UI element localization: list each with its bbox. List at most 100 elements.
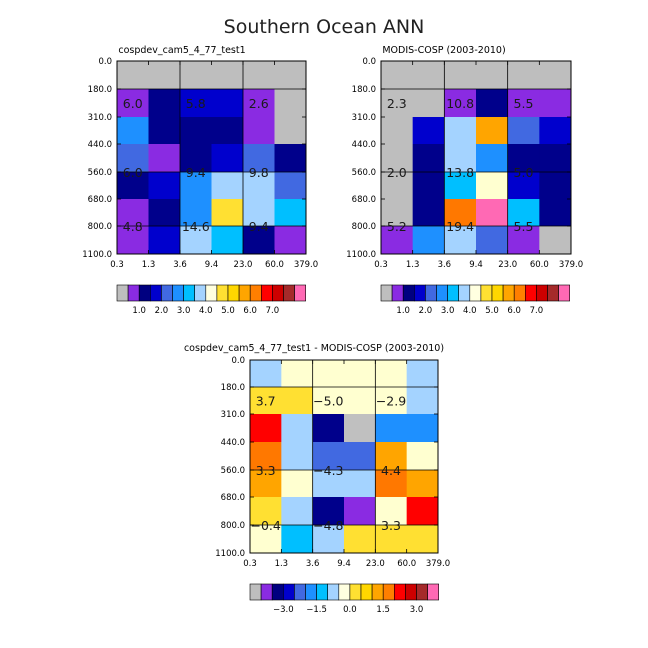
cb-abs-swatch	[172, 284, 184, 302]
obs-xtick-label: 379.0	[559, 260, 583, 270]
diff-ytick-label: 0.0	[231, 356, 245, 366]
model-cell-r1-c3	[211, 89, 244, 118]
model-cell-r0-c0	[117, 61, 149, 90]
cb-abs-swatch	[183, 284, 196, 302]
obs-cell-r4-c4	[507, 172, 540, 200]
diff-cell-r0-c4	[375, 360, 408, 388]
diff-cell-r3-c1	[281, 442, 314, 471]
cb-diff-label: −3.0	[273, 605, 294, 615]
obs-cell-r6-c4	[507, 226, 540, 255]
cb-abs-label: 5.0	[221, 306, 235, 316]
cb-abs-obs-swatch	[480, 284, 493, 302]
cb-abs-swatch	[294, 284, 307, 302]
diff-cell-r4-c3	[344, 470, 376, 498]
cb-abs-label: 7.0	[266, 306, 280, 316]
model-ytick-label: 0.0	[98, 57, 112, 67]
cb-diff-swatch	[371, 583, 384, 601]
cb-abs-swatch	[272, 284, 284, 302]
diff-value-label: 3.3	[381, 518, 401, 533]
model-cell-r6-c4	[243, 226, 275, 255]
cb-abs-obs-swatch	[469, 284, 482, 302]
cb-diff-label: 1.5	[376, 605, 390, 615]
diff-cell-r5-c1	[281, 497, 314, 526]
obs-cell-r6-c2	[444, 226, 477, 255]
obs-cell-r0-c0	[381, 61, 414, 90]
cb-abs-obs-swatch	[402, 284, 415, 302]
obs-value-label: 5.5	[514, 96, 534, 111]
obs-cell-r2-c5	[539, 117, 572, 145]
model-cell-r4-c5	[274, 172, 307, 200]
obs-cell-r0-c5	[539, 61, 572, 90]
diff-cell-r0-c1	[281, 360, 314, 388]
cb-abs-label: 2.0	[155, 306, 169, 316]
cb-diff-swatch	[382, 583, 395, 601]
model-cell-r4-c2	[180, 172, 212, 200]
diff-value-label: −0.4	[250, 518, 280, 533]
diff-cell-r3-c2	[312, 442, 345, 471]
obs-cell-r4-c5	[539, 172, 572, 200]
obs-cell-r1-c2	[444, 89, 477, 118]
obs-xtick-label: 0.3	[374, 260, 388, 270]
figure-title: Southern Ocean ANN	[224, 16, 425, 38]
diff-cell-r6-c5	[406, 525, 439, 554]
obs-value-label: 5.2	[387, 219, 407, 234]
cb-abs-obs-swatch	[447, 284, 460, 302]
cb-abs-obs-swatch	[536, 284, 548, 302]
model-cell-r1-c0	[117, 89, 149, 118]
diff-cell-r6-c2	[312, 525, 345, 554]
model-xtick-label: 379.0	[294, 260, 318, 270]
diff-cell-r2-c2	[312, 414, 345, 443]
obs-xtick-label: 23.0	[498, 260, 517, 270]
model-value-label: 9.4	[186, 165, 206, 180]
diff-cell-r3-c3	[344, 442, 376, 471]
panel-obs-title: MODIS-COSP (2003-2010)	[382, 45, 505, 56]
diff-cell-r1-c0	[250, 387, 282, 415]
model-xtick-label: 9.4	[205, 260, 219, 270]
obs-cell-r6-c3	[476, 226, 509, 255]
diff-cell-r0-c0	[250, 360, 282, 388]
model-xtick-label: 1.3	[142, 260, 156, 270]
obs-cell-r1-c5	[539, 89, 572, 118]
obs-cell-r0-c1	[412, 61, 445, 90]
model-value-label: 5.8	[186, 96, 206, 111]
cb-abs-obs-label: 2.0	[419, 306, 433, 316]
cb-abs-swatch	[249, 284, 262, 302]
model-xtick-label: 23.0	[234, 260, 253, 270]
diff-value-label: 3.3	[256, 463, 276, 478]
obs-ytick-label: 0.0	[362, 57, 376, 67]
model-cell-r0-c3	[211, 61, 244, 90]
diff-cell-r2-c3	[344, 414, 376, 443]
model-cell-r1-c5	[274, 89, 307, 118]
model-cell-r5-c5	[274, 199, 307, 227]
diff-ytick-label: 180.0	[221, 383, 245, 393]
model-cell-r5-c0	[117, 199, 149, 227]
diff-xtick-label: 0.3	[243, 559, 257, 569]
cb-diff-label: −1.5	[306, 605, 327, 615]
model-cell-r1-c1	[148, 89, 181, 118]
model-value-label: 9.8	[249, 165, 269, 180]
model-ytick-label: 1100.0	[82, 250, 112, 260]
diff-value-label: 4.4	[381, 463, 401, 478]
diff-cell-r1-c3	[344, 387, 376, 415]
model-value-label: 14.6	[182, 219, 210, 234]
colorbar-diff: −3.0 −1.5 0.0 1.5 3.0	[249, 583, 440, 615]
obs-value-label: 5.5	[514, 219, 534, 234]
cb-abs-swatch	[238, 284, 251, 302]
cb-abs-obs-swatch	[413, 284, 426, 302]
model-cell-r5-c1	[148, 199, 181, 227]
cb-abs-swatch	[260, 284, 273, 302]
model-cell-r3-c3	[211, 144, 244, 173]
diff-xtick-label: 60.0	[397, 559, 416, 569]
obs-cell-r0-c2	[444, 61, 477, 90]
obs-cell-r4-c0	[381, 172, 414, 200]
obs-ytick-label: 440.0	[352, 140, 376, 150]
cb-diff-swatch	[282, 583, 295, 601]
diff-cell-r0-c3	[344, 360, 376, 388]
cb-abs-swatch	[227, 284, 240, 302]
panel-model-title: cospdev_cam5_4_77_test1	[118, 45, 245, 56]
obs-cell-r0-c4	[507, 61, 540, 90]
obs-cell-r2-c3	[476, 117, 509, 145]
model-cell-r3-c1	[148, 144, 181, 173]
obs-cell-r2-c2	[444, 117, 477, 145]
